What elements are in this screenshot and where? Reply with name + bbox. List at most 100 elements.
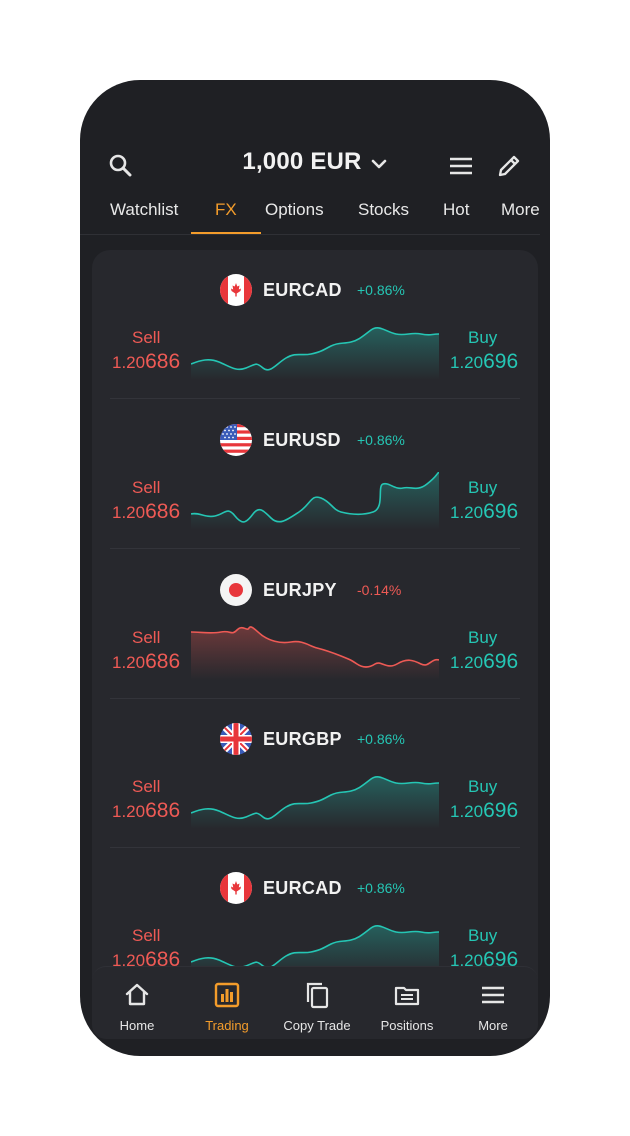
nav-label: Home	[119, 1018, 155, 1033]
sell-button[interactable]: Sell	[132, 478, 161, 497]
copy-icon	[303, 981, 331, 1009]
sell-price[interactable]: 1.20686	[112, 500, 180, 524]
sell-price[interactable]: 1.20686	[112, 350, 180, 374]
instrument-row[interactable]: EURJPY -0.14% Sell 1.20686 Buy 1.20696	[92, 550, 538, 699]
nav-trading[interactable]: Trading	[182, 967, 272, 1039]
buy-price[interactable]: 1.20696	[450, 650, 518, 674]
bottom-navigation: Home Trading Copy Trade Positions	[92, 966, 538, 1039]
tab-more[interactable]: More	[501, 200, 540, 219]
pair-header: EURCAD +0.86%	[92, 872, 538, 906]
sell-price-prefix: 1.20	[112, 503, 146, 522]
nav-home[interactable]: Home	[92, 967, 182, 1039]
sell-button[interactable]: Sell	[132, 328, 161, 347]
instrument-row[interactable]: EURGBP +0.86% Sell 1.20686 Buy 1.20696	[92, 699, 538, 848]
pair-change: +0.86%	[357, 432, 405, 448]
sell-price[interactable]: 1.20686	[112, 650, 180, 674]
buy-button[interactable]: Buy	[468, 478, 498, 497]
row-divider	[110, 698, 520, 699]
instrument-row[interactable]: EURCAD +0.86% Sell 1.20686 Buy 1.20696	[92, 848, 538, 996]
sell-price-prefix: 1.20	[112, 653, 146, 672]
buy-price-prefix: 1.20	[450, 503, 484, 522]
category-tabs: Watchlist FX Options Stocks Hot More	[80, 190, 540, 235]
buy-button[interactable]: Buy	[468, 628, 498, 647]
sell-button[interactable]: Sell	[132, 628, 161, 647]
price-sparkline	[191, 776, 439, 829]
phone-frame: 1,000 EUR Watchlist FX Options Stocks Ho…	[80, 80, 550, 1056]
buy-price-pips: 696	[483, 650, 519, 673]
uk-flag-icon	[220, 723, 252, 755]
sell-price-prefix: 1.20	[112, 353, 146, 372]
sell-price[interactable]: 1.20686	[112, 948, 180, 972]
instrument-row[interactable]: EURCAD +0.86% Sell 1.20686 Buy 1.20696	[92, 250, 538, 399]
row-divider	[110, 847, 520, 848]
balance-amount: 1,000 EUR	[242, 148, 362, 175]
usa-flag-icon	[220, 424, 252, 456]
price-sparkline	[191, 472, 439, 530]
chevron-down-icon	[370, 149, 388, 177]
sell-button[interactable]: Sell	[132, 777, 161, 796]
sell-price-pips: 686	[145, 799, 181, 822]
buy-price-pips: 696	[483, 948, 519, 971]
menu-icon[interactable]	[446, 151, 476, 181]
pair-change: -0.14%	[357, 582, 402, 598]
pair-change: +0.86%	[357, 282, 405, 298]
nav-copy-trade[interactable]: Copy Trade	[272, 967, 362, 1039]
tab-fx[interactable]: FX	[215, 200, 237, 219]
nav-label: More	[478, 1018, 508, 1033]
bar-chart-icon	[213, 981, 241, 1009]
nav-positions[interactable]: Positions	[362, 967, 452, 1039]
menu-icon	[479, 981, 507, 1009]
sell-price-prefix: 1.20	[112, 802, 146, 821]
pair-change: +0.86%	[357, 731, 405, 747]
nav-label: Copy Trade	[283, 1018, 351, 1033]
pair-symbol: EURJPY	[263, 580, 337, 600]
japan-flag-icon	[220, 574, 252, 606]
nav-label: Positions	[380, 1018, 434, 1033]
pair-symbol: EURCAD	[263, 878, 342, 898]
instrument-row[interactable]: EURUSD +0.86% Sell 1.20686 Buy 1.20696	[92, 400, 538, 549]
nav-label: Trading	[205, 1018, 249, 1033]
search-icon[interactable]	[106, 151, 136, 181]
pencil-icon[interactable]	[494, 151, 524, 181]
buy-button[interactable]: Buy	[468, 926, 498, 945]
tab-stocks[interactable]: Stocks	[358, 200, 410, 219]
buy-price[interactable]: 1.20696	[450, 500, 518, 524]
pair-change: +0.86%	[357, 880, 405, 896]
buy-price[interactable]: 1.20696	[450, 350, 518, 374]
buy-price[interactable]: 1.20696	[450, 948, 518, 972]
pair-symbol: EURUSD	[263, 430, 341, 450]
tab-options[interactable]: Options	[265, 200, 324, 219]
tab-hot[interactable]: Hot	[443, 200, 470, 219]
home-icon	[123, 981, 151, 1009]
top-bar: 1,000 EUR	[80, 146, 550, 186]
balance-selector[interactable]: 1,000 EUR	[80, 148, 550, 177]
pair-header: EURUSD +0.86%	[92, 424, 538, 458]
sell-button[interactable]: Sell	[132, 926, 161, 945]
sell-price-pips: 686	[145, 650, 181, 673]
sell-price[interactable]: 1.20686	[112, 799, 180, 823]
pair-header: EURCAD +0.86%	[92, 274, 538, 308]
canada-flag-icon	[220, 872, 252, 904]
sell-price-pips: 686	[145, 350, 181, 373]
row-divider	[110, 398, 520, 399]
tab-watchlist[interactable]: Watchlist	[110, 200, 179, 219]
sell-price-pips: 686	[145, 948, 181, 971]
buy-price-prefix: 1.20	[450, 802, 484, 821]
pair-header: EURJPY -0.14%	[92, 574, 538, 608]
pair-header: EURGBP +0.86%	[92, 723, 538, 757]
buy-button[interactable]: Buy	[468, 777, 498, 796]
buy-price[interactable]: 1.20696	[450, 799, 518, 823]
price-sparkline	[191, 626, 439, 680]
pair-symbol: EURGBP	[263, 729, 342, 749]
buy-price-pips: 696	[483, 350, 519, 373]
trading-screen: 1,000 EUR Watchlist FX Options Stocks Ho…	[80, 80, 550, 1056]
buy-price-pips: 696	[483, 799, 519, 822]
buy-price-prefix: 1.20	[450, 951, 484, 970]
buy-button[interactable]: Buy	[468, 328, 498, 347]
instrument-list[interactable]: EURCAD +0.86% Sell 1.20686 Buy 1.20696	[92, 250, 538, 996]
nav-more[interactable]: More	[448, 967, 538, 1039]
buy-price-pips: 696	[483, 500, 519, 523]
price-sparkline	[191, 327, 439, 380]
pair-symbol: EURCAD	[263, 280, 342, 300]
active-tab-indicator	[191, 232, 261, 234]
